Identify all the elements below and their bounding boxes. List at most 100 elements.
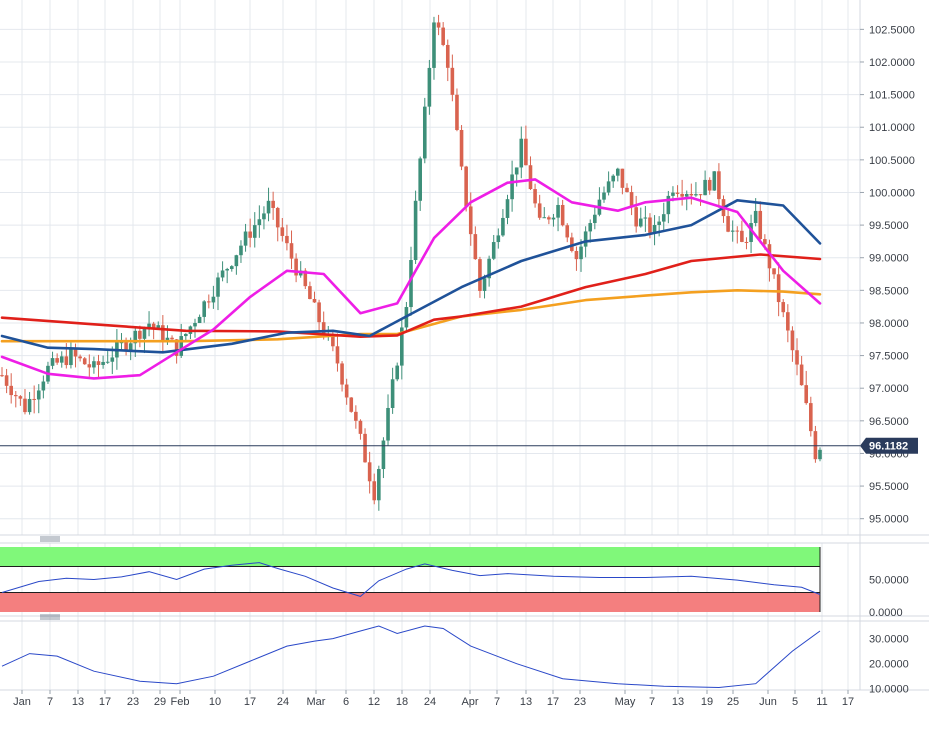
- candle-bullish: [615, 168, 620, 176]
- candle-bullish: [510, 174, 514, 200]
- oscillator-2-line: [1, 625, 821, 689]
- oscillator-2-axis-label: 30.0000: [869, 634, 909, 646]
- candle-bullish: [216, 277, 220, 297]
- candle-bearish: [744, 241, 749, 243]
- price-axis-label: 101.5000: [869, 90, 915, 102]
- price-axis-label: 102.0000: [869, 57, 915, 69]
- candle-bullish: [266, 200, 271, 214]
- price-axis-label: 102.5000: [869, 24, 915, 36]
- candle-bullish: [551, 217, 556, 220]
- candle-bullish: [671, 192, 675, 196]
- candle-bearish: [560, 204, 565, 226]
- time-axis-label: 23: [574, 696, 586, 708]
- candle-bullish: [491, 242, 496, 259]
- candle-bearish: [289, 243, 294, 259]
- candle-bearish: [468, 206, 473, 235]
- candle-bullish: [400, 327, 404, 366]
- candle-bullish: [652, 224, 657, 233]
- candle-bearish: [354, 411, 358, 421]
- candle-bearish: [547, 217, 551, 220]
- candle-bullish: [579, 246, 583, 260]
- candle-bullish: [128, 343, 133, 351]
- price-axis-label: 100.5000: [869, 155, 915, 167]
- candle-bearish: [786, 312, 790, 331]
- candle-bullish: [427, 67, 432, 107]
- candle-bullish: [27, 398, 32, 413]
- candle-bearish: [23, 398, 27, 413]
- time-axis-label: 13: [672, 696, 684, 708]
- pane-resize-handle: [40, 614, 60, 620]
- time-axis-label: 24: [277, 696, 289, 708]
- candle-bearish: [0, 375, 4, 377]
- candle-bullish: [409, 260, 413, 308]
- candle-bearish: [533, 189, 537, 204]
- time-axis-label: 7: [47, 696, 53, 708]
- candle-bearish: [78, 356, 82, 359]
- candle-bearish: [82, 358, 87, 365]
- candle-bullish: [41, 381, 46, 391]
- candle-bearish: [312, 299, 317, 303]
- candle-bearish: [698, 194, 703, 196]
- candle-bullish: [730, 230, 735, 232]
- candle-bearish: [537, 203, 542, 218]
- candle-bearish: [459, 129, 464, 167]
- ma-line-sma-100: [0, 253, 822, 338]
- time-axis-label: 17: [547, 696, 559, 708]
- candle-bullish: [703, 179, 707, 196]
- candle-bearish: [758, 210, 763, 240]
- candle-bullish: [422, 106, 427, 159]
- candle-bullish: [519, 138, 524, 168]
- time-axis-label: May: [615, 696, 636, 708]
- candle-bullish: [542, 217, 547, 219]
- time-axis-label: 5: [792, 696, 798, 708]
- candle-bullish: [101, 361, 105, 365]
- candle-bullish: [202, 301, 207, 317]
- candle-bullish: [390, 379, 395, 408]
- candle-bearish: [331, 334, 335, 347]
- candle-bearish: [13, 395, 18, 397]
- candle-bearish: [349, 397, 354, 412]
- candle-bullish: [556, 204, 560, 218]
- candle-bearish: [335, 346, 340, 364]
- time-axis-label: 25: [727, 696, 739, 708]
- candle-bullish: [753, 210, 758, 224]
- time-axis-label: 6: [343, 696, 349, 708]
- oscillator-1-pane: 0.0000 50.0000: [0, 547, 909, 619]
- time-axis-label: 24: [424, 696, 436, 708]
- candle-bullish: [110, 357, 115, 362]
- candle-bearish: [763, 239, 767, 245]
- candle-bearish: [344, 384, 349, 398]
- candle-bullish: [50, 358, 55, 366]
- price-axis-label: 100.0000: [869, 187, 915, 199]
- candle-bullish: [501, 217, 505, 236]
- candle-bearish: [726, 216, 730, 232]
- price-axis-label: 95.5000: [869, 481, 909, 493]
- candle-bullish: [638, 218, 643, 227]
- candle-bullish: [432, 22, 436, 68]
- time-axis-label: 13: [72, 696, 84, 708]
- candle-bullish: [583, 231, 588, 247]
- time-axis-label: 7: [649, 696, 655, 708]
- time-axis-label: 29: [154, 696, 166, 708]
- candle-bearish: [303, 270, 308, 287]
- candle-bearish: [707, 179, 712, 191]
- time-axis-label: 17: [842, 696, 854, 708]
- candle-bullish: [712, 171, 717, 191]
- candle-bearish: [464, 166, 468, 207]
- candle-bearish: [275, 207, 280, 228]
- candle-bearish: [248, 231, 252, 238]
- candle-bearish: [367, 462, 372, 482]
- candle-bullish: [147, 323, 151, 328]
- oscillator-2-pane: 10.0000 20.0000 30.0000: [1, 625, 909, 696]
- candle-bearish: [776, 274, 781, 303]
- candle-bearish: [308, 286, 312, 300]
- price-axis-label: 97.0000: [869, 383, 909, 395]
- candle-bullish: [413, 200, 418, 261]
- time-axis-label: 18: [396, 696, 408, 708]
- candle-bearish: [809, 403, 813, 432]
- candle-bullish: [165, 337, 170, 342]
- candle-bullish: [36, 390, 41, 400]
- candle-bearish: [174, 339, 179, 356]
- candle-bearish: [689, 193, 694, 196]
- candle-bullish: [229, 266, 234, 269]
